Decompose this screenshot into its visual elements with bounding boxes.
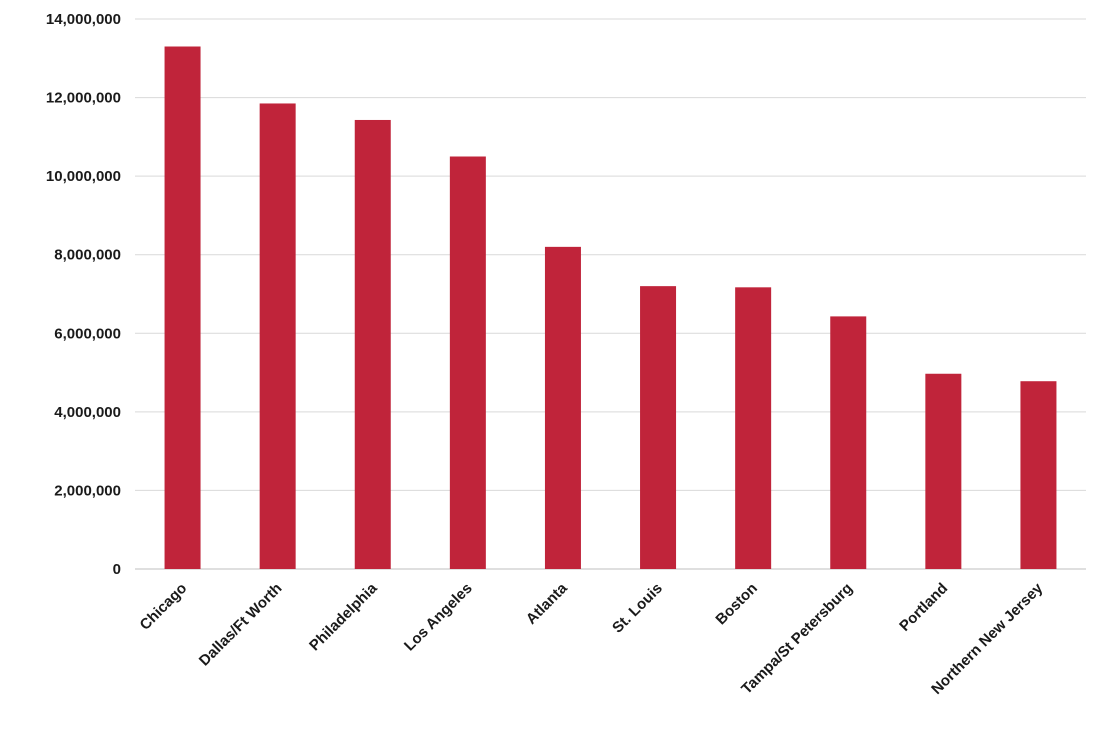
x-axis-labels: Chicago Dallas/Ft Worth Philadelphia Los An… — [137, 579, 1047, 698]
y-tick-label: 12,000,000 — [46, 90, 121, 107]
bar-portland — [925, 373, 962, 569]
bar-los-angeles — [449, 156, 486, 569]
bar-tampa-st-petersburg — [830, 316, 867, 569]
y-tick-label: 0 — [113, 561, 121, 578]
bars — [164, 46, 1057, 569]
y-tick-label: 10,000,000 — [46, 168, 121, 185]
x-tick-label: St. Louis — [609, 580, 666, 637]
bar-dallas-ft-worth — [259, 103, 296, 569]
x-tick-label: Tampa/St Petersburg — [738, 580, 856, 698]
bar-northern-new-jersey — [1020, 381, 1057, 569]
x-tick-label: Chicago — [137, 580, 191, 634]
bar-chicago — [164, 46, 201, 569]
y-axis-ticks: 0 2,000,000 4,000,000 6,000,000 8,000,000 10,… — [46, 11, 121, 578]
x-tick-label: Northern New Jersey — [928, 579, 1047, 698]
bar-boston — [735, 287, 772, 569]
x-tick-label: Dallas/Ft Worth — [196, 580, 286, 670]
bar-atlanta — [544, 246, 581, 569]
y-tick-label: 8,000,000 — [54, 247, 121, 264]
y-tick-label: 6,000,000 — [54, 325, 121, 342]
x-tick-label: Atlanta — [523, 579, 571, 627]
x-tick-label: Portland — [896, 580, 951, 635]
x-tick-label: Boston — [712, 580, 761, 629]
y-tick-label: 14,000,000 — [46, 11, 121, 28]
bar-st-louis — [640, 286, 677, 569]
x-tick-label: Los Angeles — [401, 580, 476, 655]
y-tick-label: 4,000,000 — [54, 404, 121, 421]
y-tick-label: 2,000,000 — [54, 482, 121, 499]
bar-philadelphia — [354, 119, 391, 569]
x-tick-label: Philadelphia — [306, 579, 381, 654]
